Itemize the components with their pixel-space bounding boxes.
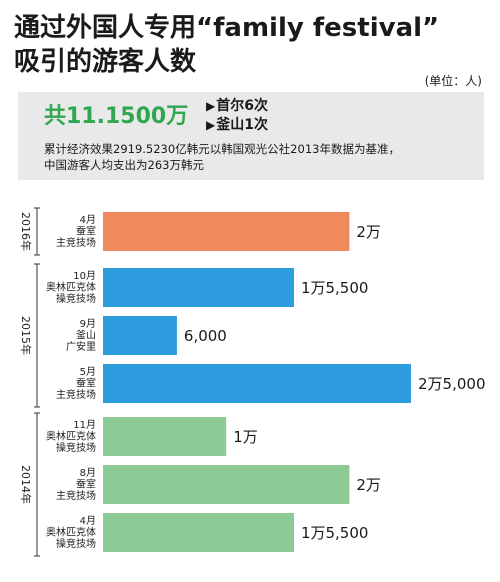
category-label: 主竞技场: [56, 388, 96, 401]
chart-title-line-1: 通过外国人专用“family festival”: [14, 13, 440, 43]
category-label: 10月: [73, 270, 96, 282]
triangle-right-icon: ▶: [206, 118, 216, 132]
value-label: 6,000: [184, 327, 227, 345]
category-label: 蚕室: [76, 377, 96, 390]
category-label: 4月: [80, 515, 96, 527]
unit-label: (单位：人): [424, 74, 482, 88]
city-count-seoul: ▶首尔6次: [206, 97, 268, 116]
category-label: 奥林匹克体: [46, 526, 96, 539]
value-label: 2万: [356, 223, 381, 241]
summary-box: 共11.1500万 ▶首尔6次 ▶釜山1次 累计经济效果2919.5230亿韩元…: [18, 92, 484, 180]
chart-title-line-2: 吸引的游客人数: [14, 47, 197, 77]
category-label: 11月: [73, 419, 96, 431]
category-label: 主竞技场: [56, 236, 96, 249]
value-label: 1万5,500: [301, 279, 369, 297]
year-label: 2014年: [19, 465, 33, 504]
category-label: 4月: [80, 214, 96, 226]
bar: [103, 364, 411, 403]
category-label: 主竞技场: [56, 489, 96, 502]
city-count-busan: ▶釜山1次: [206, 116, 268, 135]
category-label: 广安里: [66, 340, 96, 353]
category-label: 釜山: [76, 329, 96, 342]
category-label: 蚕室: [76, 225, 96, 238]
category-label: 9月: [80, 318, 96, 330]
city-count-busan-text: 釜山1次: [216, 117, 268, 133]
bar: [103, 316, 177, 355]
triangle-right-icon: ▶: [206, 99, 216, 113]
economic-note: 累计经济效果2919.5230亿韩元以韩国观光公社2013年数据为基准， 中国游…: [44, 141, 400, 173]
value-label: 2万5,000: [418, 375, 486, 393]
value-label: 2万: [356, 476, 381, 494]
total-visitors: 共11.1500万: [44, 104, 189, 129]
category-label: 操竞技场: [56, 441, 96, 454]
economic-note-line-1: 累计经济效果2919.5230亿韩元以韩国观光公社2013年数据为基准，: [44, 142, 400, 156]
bar: [103, 268, 294, 307]
category-label: 5月: [80, 366, 96, 378]
value-label: 1万5,500: [301, 524, 369, 542]
category-label: 8月: [80, 467, 96, 479]
bar: [103, 212, 350, 251]
economic-note-line-2: 中国游客人均支出为263万韩元: [44, 158, 204, 172]
bar: [103, 465, 350, 504]
category-label: 操竞技场: [56, 537, 96, 550]
category-label: 操竞技场: [56, 292, 96, 305]
category-label: 蚕室: [76, 478, 96, 491]
year-label: 2015年: [19, 316, 33, 355]
value-label: 1万: [233, 428, 258, 446]
city-count-seoul-text: 首尔6次: [216, 98, 268, 114]
category-label: 奥林匹克体: [46, 430, 96, 443]
bar: [103, 417, 227, 456]
bar: [103, 513, 294, 552]
category-label: 奥林匹克体: [46, 281, 96, 294]
year-label: 2016年: [19, 212, 33, 251]
city-counts: ▶首尔6次 ▶釜山1次: [206, 97, 268, 135]
